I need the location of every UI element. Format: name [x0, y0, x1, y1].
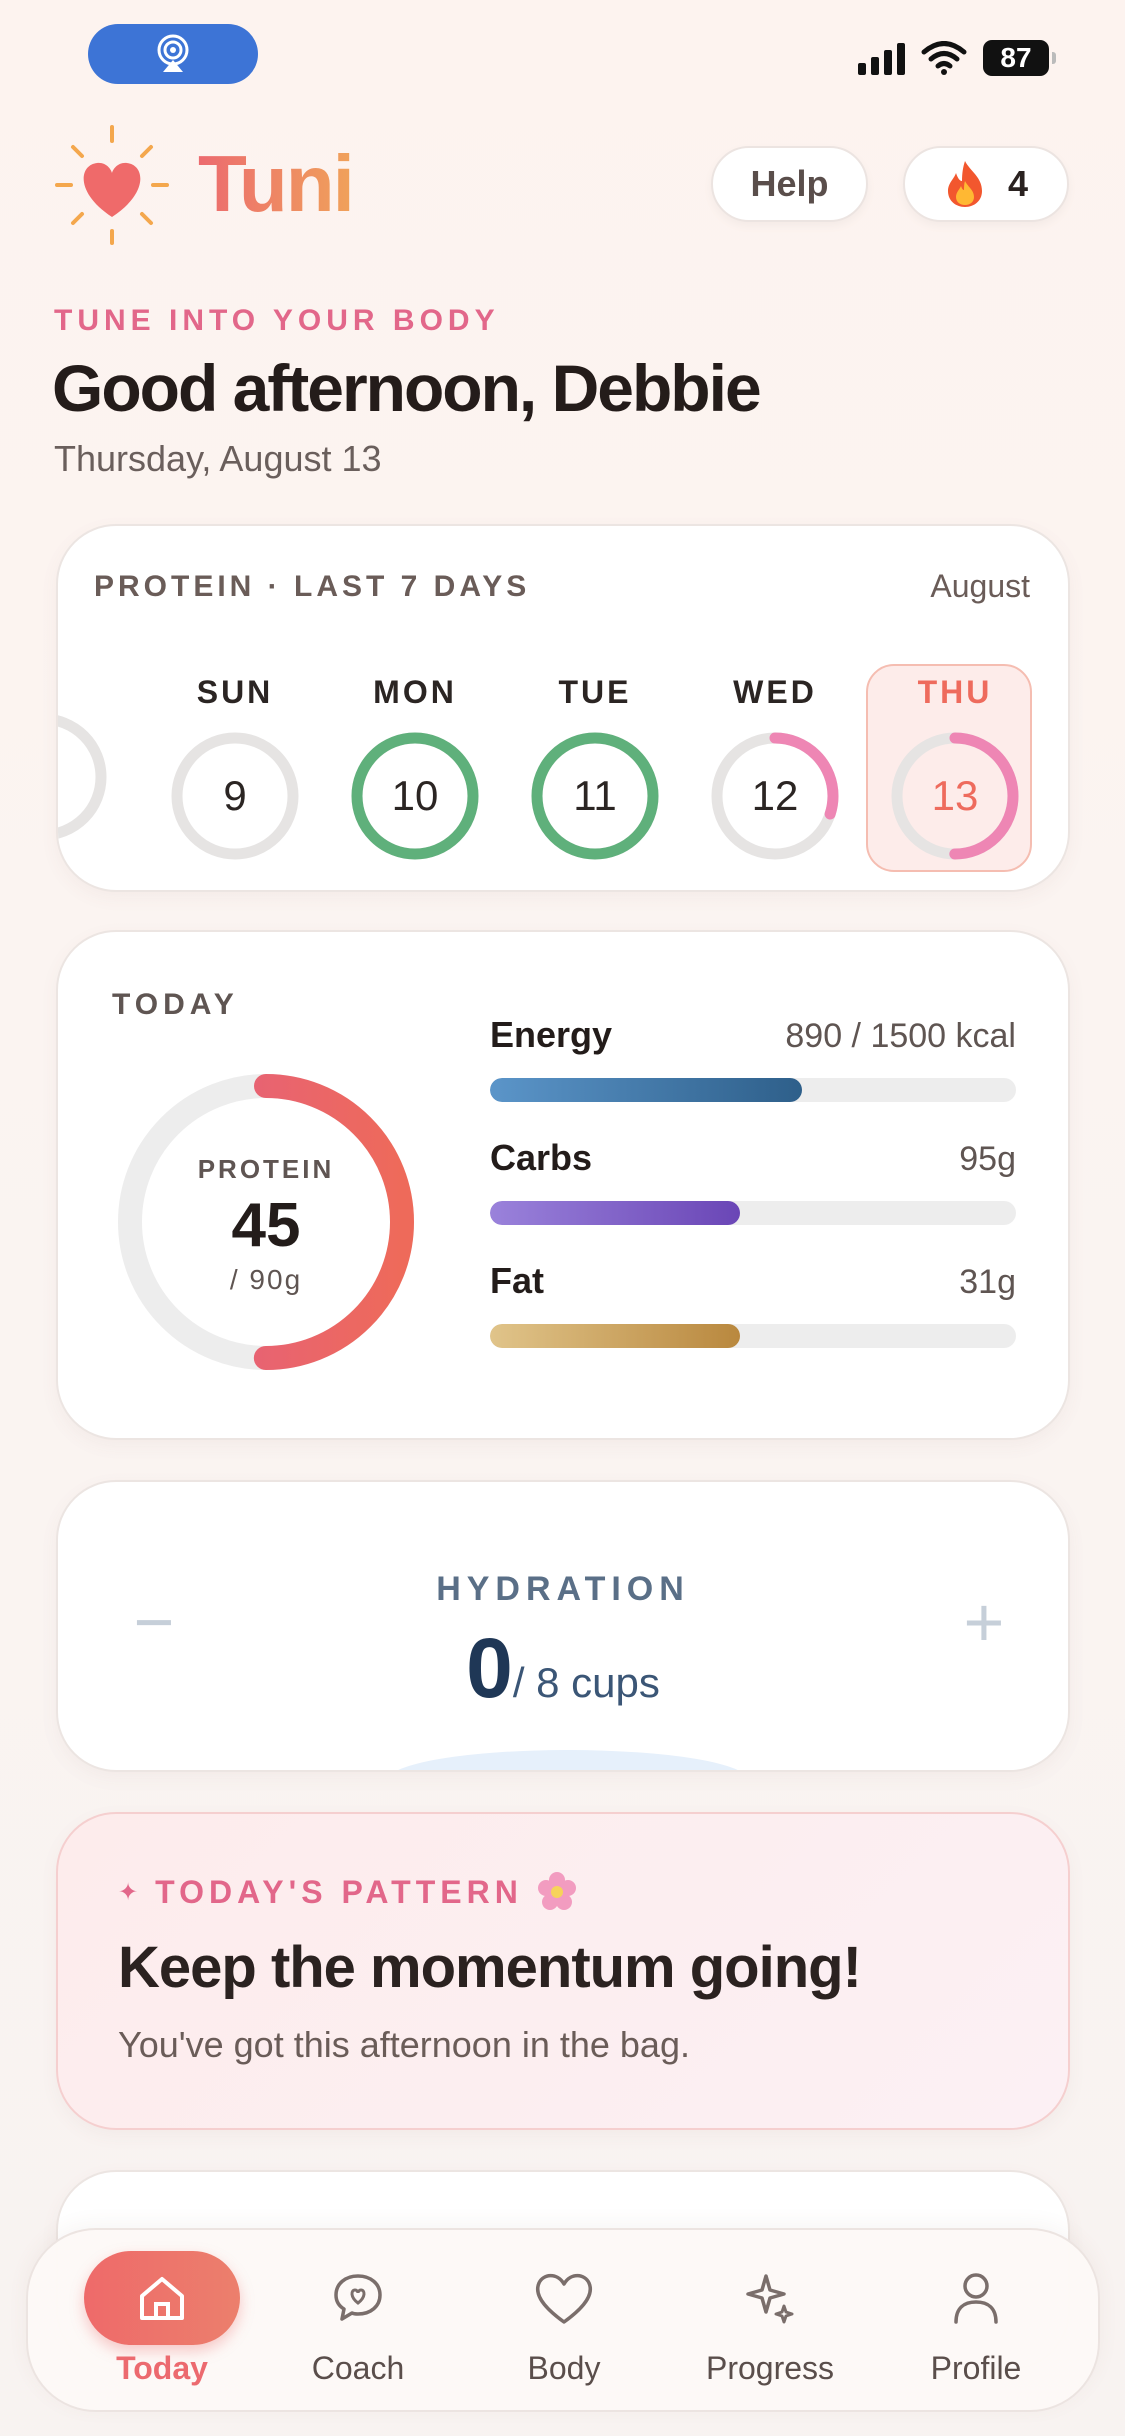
- greeting-title: Good afternoon, Debbie: [52, 351, 762, 425]
- sparkle-icon: ✦: [118, 1878, 144, 1906]
- day-ring: 9: [170, 731, 300, 861]
- wifi-icon: [921, 41, 967, 75]
- water-wave: [388, 1750, 748, 1770]
- nav-profile[interactable]: Profile: [886, 2248, 1066, 2398]
- pattern-title: Keep the momentum going!: [118, 1935, 862, 2000]
- day-ring: 13: [890, 731, 1020, 861]
- signal-icon: [858, 41, 905, 75]
- bottom-nav: Today Coach Body Progress: [26, 2228, 1100, 2412]
- day-label: TUE: [558, 674, 632, 710]
- nav-coach[interactable]: Coach: [268, 2248, 448, 2398]
- sparkle-icon: [746, 2274, 794, 2324]
- macro-bar-fill: [490, 1324, 740, 1348]
- day-number: 12: [751, 772, 799, 819]
- hydration-card: − HYDRATION 0/ 8 cups +: [56, 1480, 1070, 1772]
- macro-carbs: Carbs 95g: [490, 1137, 1016, 1225]
- battery-indicator: 87: [983, 40, 1056, 76]
- macro-bar-track: [490, 1078, 1016, 1102]
- macro-fat: Fat 31g: [490, 1260, 1016, 1348]
- macro-value: 31g: [959, 1263, 1016, 1301]
- nav-progress-label: Progress: [705, 2350, 835, 2386]
- nav-profile-label: Profile: [930, 2350, 1022, 2386]
- day-progress-arc: [891, 732, 1019, 860]
- person-icon: [954, 2273, 998, 2324]
- macro-bar-fill: [490, 1078, 802, 1102]
- macro-energy: Energy 890 / 1500 kcal: [490, 1014, 1016, 1102]
- nav-body-label: Body: [527, 2350, 601, 2386]
- protein-week-month[interactable]: August: [930, 568, 1030, 604]
- today-title: TODAY: [112, 988, 239, 1021]
- day-label: THU: [917, 674, 993, 710]
- day-progress-arc: [351, 732, 479, 860]
- protein-ring-label: PROTEIN: [197, 1154, 335, 1184]
- protein-ring: [118, 1074, 414, 1370]
- day-number: 10: [391, 772, 439, 819]
- pattern-card[interactable]: ✦ TODAY'S PATTERN Keep the momentum goin…: [56, 1812, 1070, 2130]
- day-sun[interactable]: SUN 9: [170, 674, 300, 861]
- heart-sun-logo-icon: [55, 125, 169, 245]
- nav-today[interactable]: Today: [72, 2248, 252, 2398]
- hydration-value: 0/ 8 cups: [58, 1620, 1068, 1717]
- app-header: Tuni Help 4: [0, 110, 1125, 280]
- home-icon: [140, 2277, 184, 2320]
- nav-coach-label: Coach: [311, 2350, 405, 2386]
- protein-ring-value: 45: [231, 1191, 301, 1260]
- brand-name: Tuni: [198, 139, 355, 228]
- day-progress-arc: [711, 732, 839, 860]
- nav-today-label: Today: [116, 2350, 208, 2386]
- nav-progress[interactable]: Progress: [680, 2248, 860, 2398]
- macro-value: 890 / 1500 kcal: [785, 1017, 1016, 1055]
- hydration-count: 0: [466, 1621, 513, 1715]
- streak-count: 4: [1007, 163, 1029, 204]
- previous-day-ring: [58, 715, 107, 839]
- current-date: Thursday, August 13: [54, 438, 382, 479]
- day-label: SUN: [196, 674, 274, 710]
- nav-body[interactable]: Body: [474, 2248, 654, 2398]
- day-number: 11: [573, 772, 617, 819]
- hydration-unit: / 8 cups: [512, 1659, 660, 1706]
- day-thu[interactable]: THU 13: [890, 674, 1020, 861]
- day-ring: 10: [350, 731, 480, 861]
- macro-value: 95g: [959, 1140, 1016, 1178]
- protein-ring-goal: / 90g: [229, 1264, 303, 1295]
- streak-button[interactable]: 4: [903, 146, 1069, 222]
- macro-name: Carbs: [490, 1137, 593, 1178]
- day-mon[interactable]: MON 10: [350, 674, 480, 861]
- protein-week-title: PROTEIN · LAST 7 DAYS: [94, 570, 531, 603]
- macro-bar-fill: [490, 1201, 740, 1225]
- day-label: MON: [373, 674, 457, 710]
- day-tue[interactable]: TUE 11: [530, 674, 660, 861]
- day-ring: 12: [710, 731, 840, 861]
- today-card: TODAY PROTEIN 45 / 90g Energy 890 / 1500 …: [56, 930, 1070, 1440]
- airplay-pill[interactable]: [88, 24, 258, 84]
- airplay-icon: [157, 34, 189, 72]
- pattern-eyebrow-label: TODAY'S PATTERN: [155, 1873, 523, 1910]
- flower-icon: [537, 1872, 576, 1910]
- day-number: 13: [931, 772, 979, 819]
- day-number: 9: [223, 772, 247, 819]
- day-wed[interactable]: WED 12: [710, 674, 840, 861]
- day-progress-arc: [531, 732, 659, 860]
- greeting-eyebrow: TUNE INTO YOUR BODY: [54, 304, 500, 337]
- protein-week-card[interactable]: PROTEIN · LAST 7 DAYS August SUN 9 MON 10 TU…: [56, 524, 1070, 892]
- pattern-eyebrow: ✦ TODAY'S PATTERN: [118, 1870, 579, 1914]
- macro-name: Fat: [490, 1260, 544, 1301]
- flame-icon: [947, 161, 982, 207]
- help-button[interactable]: Help: [711, 146, 868, 222]
- pattern-subtitle: You've got this afternoon in the bag.: [118, 2024, 690, 2065]
- macro-bar-track: [490, 1201, 1016, 1225]
- heart-icon: [535, 2273, 593, 2324]
- status-bar: 87: [0, 0, 1125, 110]
- hydration-title: HYDRATION: [436, 1570, 690, 1608]
- day-label: WED: [733, 674, 817, 710]
- macro-bar-track: [490, 1324, 1016, 1348]
- macro-name: Energy: [490, 1014, 613, 1055]
- hydration-increase-button[interactable]: +: [963, 1583, 1005, 1661]
- day-ring: 11: [530, 731, 660, 861]
- hydration-decrease-button[interactable]: −: [133, 1583, 175, 1661]
- chat-heart-icon: [334, 2274, 382, 2321]
